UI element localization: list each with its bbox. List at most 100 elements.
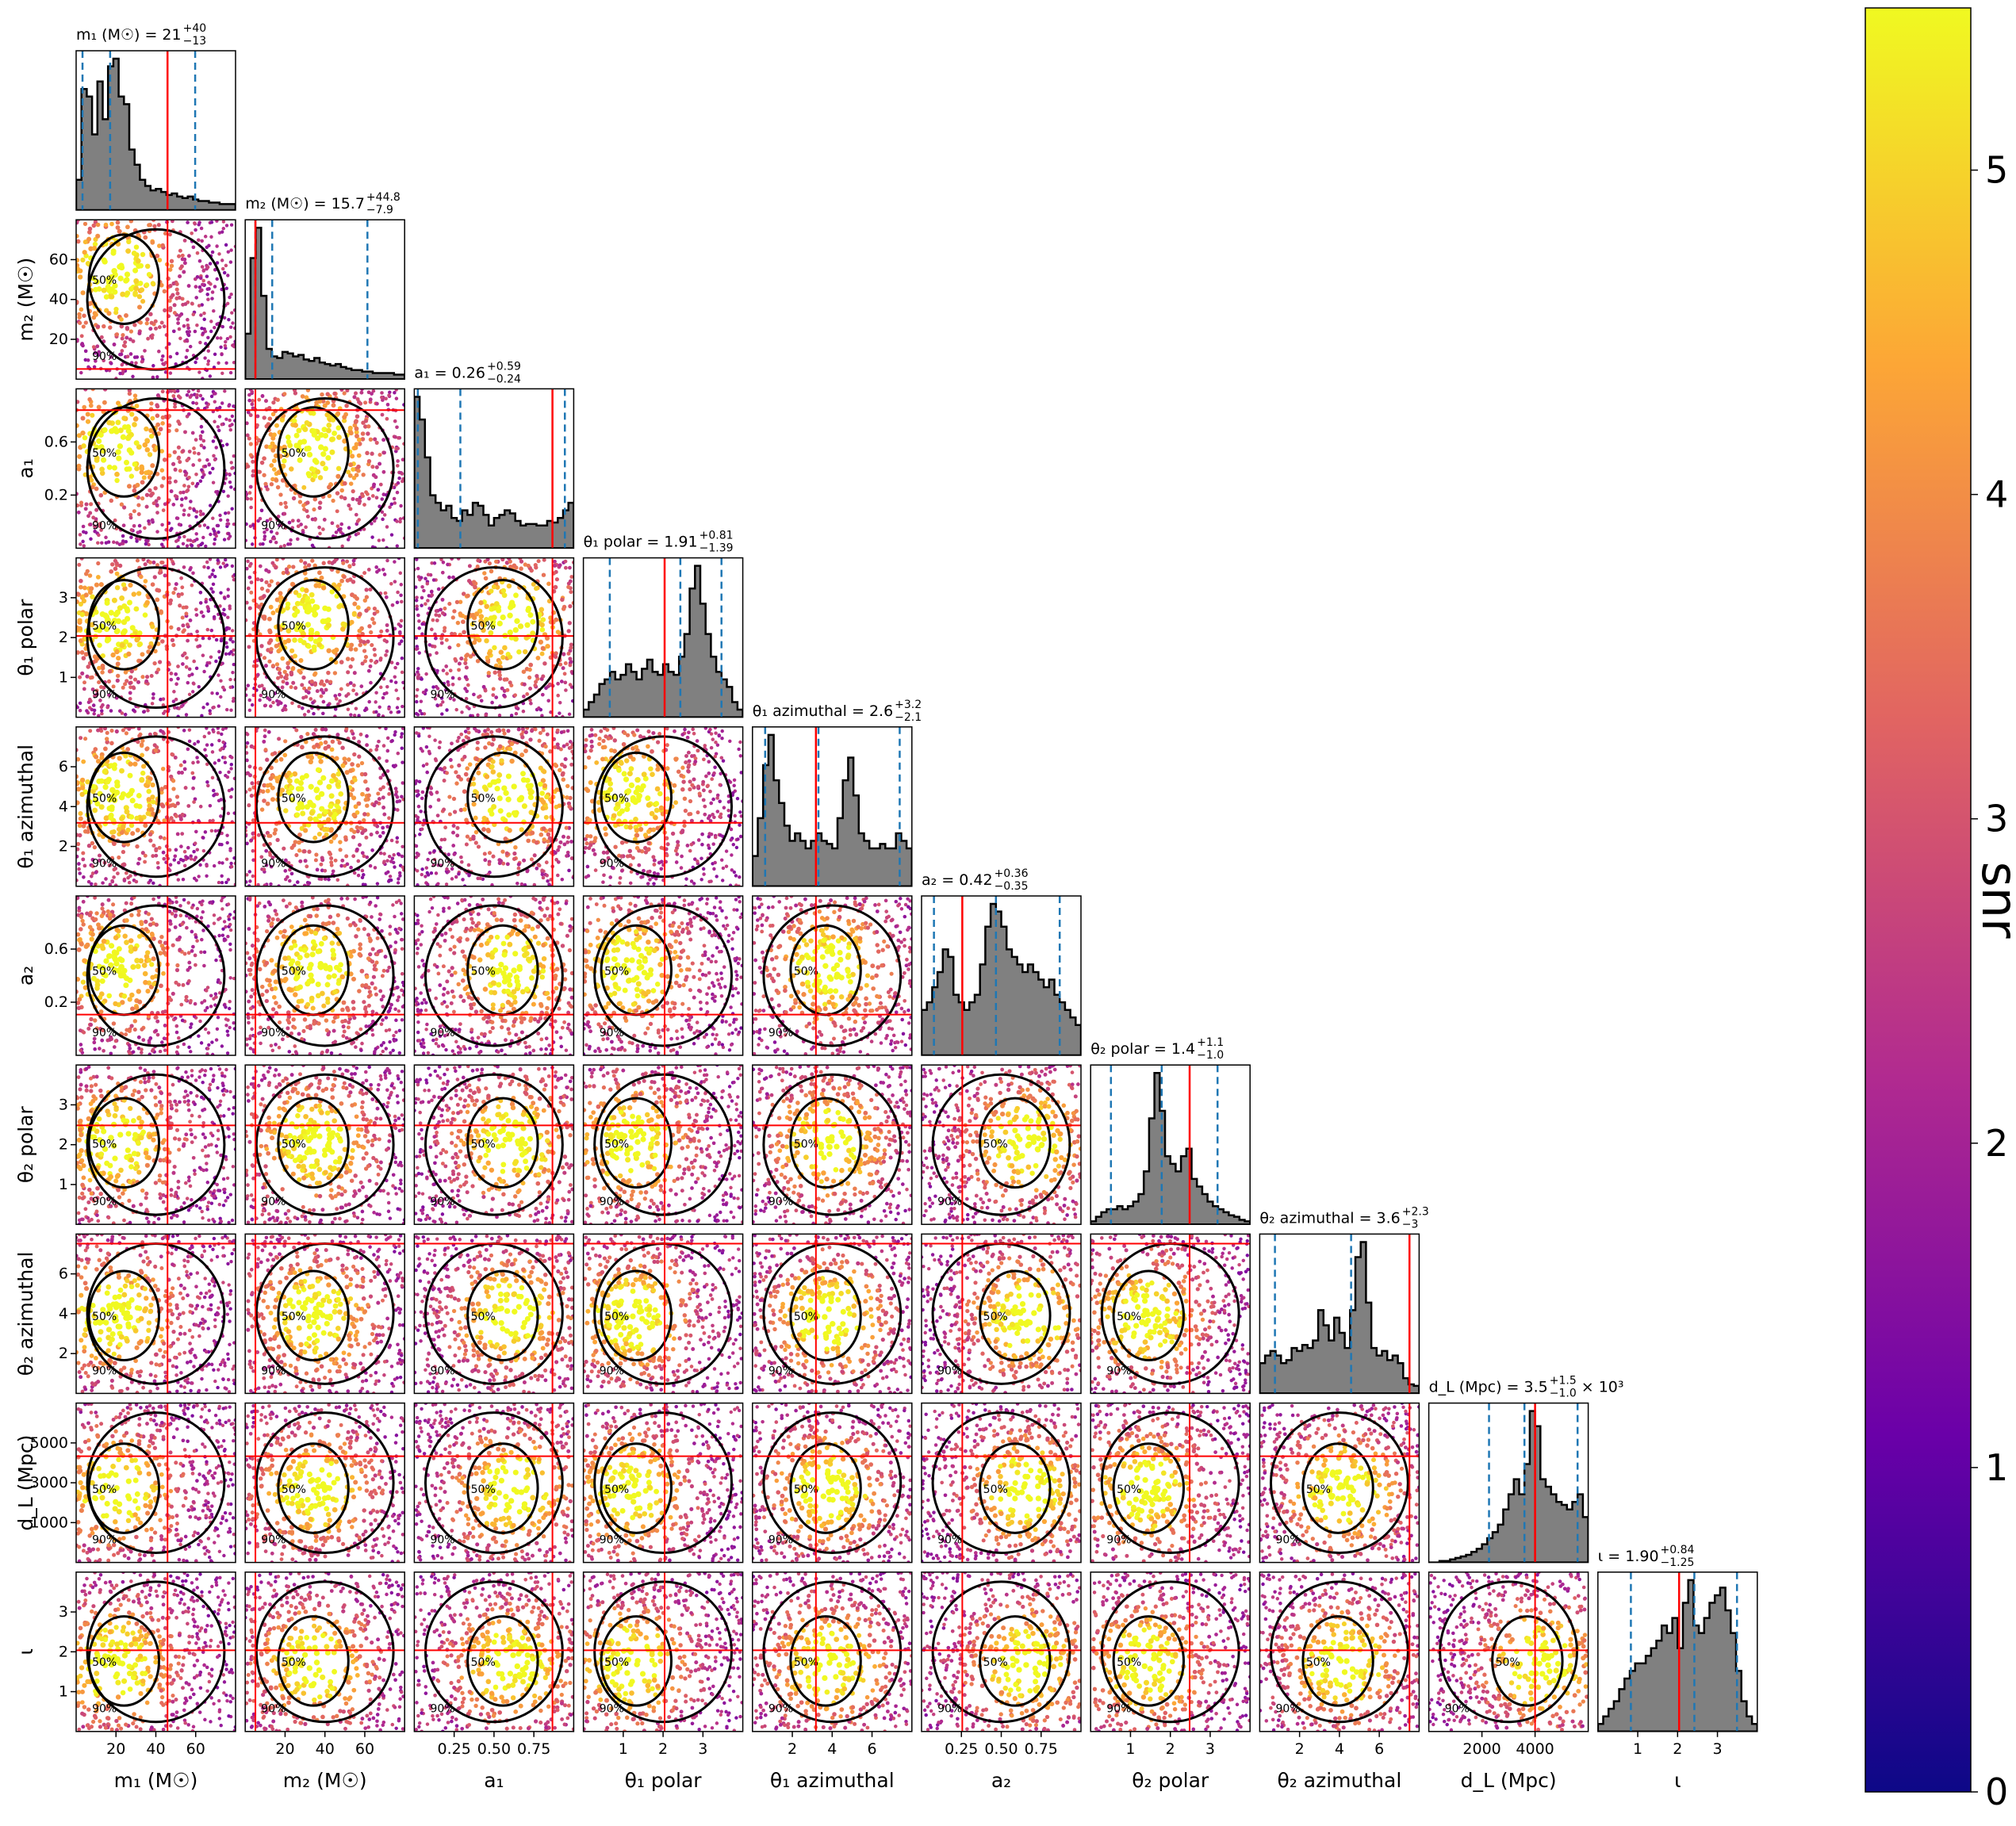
- contour-50-1-6: [277, 1097, 350, 1189]
- contour-50-4-7: [789, 1269, 862, 1361]
- y-tick-label: 5000: [30, 1434, 68, 1452]
- contour-label-90: 90%: [92, 1027, 117, 1039]
- x-axis-label-8: d_L (Mpc): [1461, 1769, 1557, 1792]
- contour-50-2-8: [466, 1442, 539, 1534]
- contour-label-90: 90%: [1106, 1703, 1131, 1716]
- scatter-panel-1-9: 50% 90% 20 40 60 m₂ (M☉): [244, 1571, 405, 1792]
- hist-title-8: d_L (Mpc) = 3.5 +1.5−1.0 × 10³: [1429, 1375, 1624, 1400]
- contour-label-50: 50%: [604, 966, 629, 978]
- contour-label-90: 90%: [431, 858, 455, 871]
- scatter-points-3-6: [583, 1065, 743, 1225]
- scatter-points-2-8: [414, 1403, 574, 1563]
- contour-90-0-8: [86, 1411, 226, 1555]
- contour-90-2-4: [424, 735, 564, 879]
- scatter-points-3-7: [583, 1234, 743, 1394]
- x-tick-label: 3: [698, 1740, 707, 1758]
- y-tick-label: 1: [59, 1176, 68, 1193]
- x-tick-label: 60: [355, 1740, 374, 1758]
- contour-90-5-8: [931, 1411, 1071, 1555]
- contour-label-50: 50%: [794, 1656, 818, 1669]
- contour-label-50: 50%: [92, 1656, 117, 1669]
- scatter-points-2-4: [414, 726, 574, 886]
- contour-50-1-2: [277, 406, 350, 498]
- scatter-panel-3-8: 50% 90%: [582, 1402, 744, 1564]
- panel-frame: [752, 1233, 913, 1395]
- x-tick-label: 0.75: [1025, 1740, 1058, 1758]
- svg-text:+44.8: +44.8: [366, 191, 401, 204]
- contour-label-90: 90%: [431, 688, 455, 701]
- contour-50-7-8: [1301, 1442, 1374, 1534]
- scatter-panel-0-3: 50% 90% 1 2 3 θ₁ polar: [14, 557, 236, 718]
- scatter-points-1-2: [245, 389, 405, 549]
- contour-label-90: 90%: [768, 1533, 793, 1546]
- contour-90-2-8: [424, 1411, 564, 1555]
- contour-label-90: 90%: [431, 1533, 455, 1546]
- panel-frame: [752, 1402, 913, 1564]
- x-tick-label: 40: [316, 1740, 335, 1758]
- contour-label-90: 90%: [600, 1027, 624, 1039]
- contour-label-90: 90%: [92, 1533, 117, 1546]
- contour-90-0-6: [86, 1073, 226, 1216]
- scatter-panel-0-1: 50% 90% 20 40 60 m₂ (M☉): [14, 219, 236, 380]
- hist-title-7: θ₂ azimuthal = 3.6 +2.3−3: [1259, 1205, 1428, 1231]
- panel-frame: [244, 726, 405, 887]
- contour-90-3-8: [593, 1411, 734, 1555]
- scatter-panel-8-9: 50% 90% 2000 4000 d_L (Mpc): [1428, 1571, 1589, 1792]
- contour-50-4-8: [789, 1442, 862, 1534]
- scatter-panel-5-9: 50% 90% 0.25 0.50 0.75 a₂: [921, 1571, 1082, 1792]
- contour-90-1-6: [255, 1073, 395, 1216]
- x-tick-label: 4: [827, 1740, 837, 1758]
- scatter-panel-2-4: 50% 90%: [413, 726, 575, 887]
- colorbar: snr 0 1 2 3 4 5: [1865, 7, 2016, 1813]
- colorbar-gradient: [1865, 7, 1972, 1793]
- contour-90-4-8: [762, 1411, 903, 1555]
- y-tick-label: 0.2: [44, 486, 68, 503]
- x-axis-label-7: θ₂ azimuthal: [1278, 1769, 1402, 1792]
- scatter-panel-0-6: 50% 90% 1 2 3 θ₂ polar: [14, 1064, 236, 1225]
- contour-label-50: 50%: [471, 620, 496, 633]
- hist-panel-2: a₁ = 0.26 +0.59−0.24: [413, 360, 575, 549]
- contour-50-3-9: [600, 1615, 673, 1707]
- x-tick-label: 40: [146, 1740, 165, 1758]
- contour-label-90: 90%: [600, 1703, 624, 1716]
- panel-frame: [1090, 1402, 1251, 1564]
- hist-title-3: θ₁ polar = 1.91 +0.81−1.39: [584, 530, 734, 555]
- contour-50-5-7: [979, 1269, 1052, 1361]
- x-tick-label: 2: [1673, 1740, 1682, 1758]
- contour-label-90: 90%: [261, 1533, 286, 1546]
- contour-label-50: 50%: [1496, 1656, 1520, 1669]
- contour-50-2-9: [466, 1615, 539, 1707]
- contour-label-50: 50%: [282, 620, 306, 633]
- y-axis-label-3: θ₁ polar: [14, 599, 37, 676]
- contour-90-0-4: [86, 735, 226, 879]
- scatter-points-0-9: [76, 1571, 236, 1732]
- contour-label-50: 50%: [794, 1138, 818, 1150]
- y-tick-label: 6: [59, 1265, 68, 1283]
- contour-90-5-9: [931, 1580, 1071, 1724]
- x-tick-label: 2: [658, 1740, 668, 1758]
- svg-text:a₁ = 0.26: a₁ = 0.26: [414, 364, 485, 381]
- x-axis-label-2: a₁: [484, 1769, 504, 1792]
- contour-label-90: 90%: [92, 858, 117, 871]
- contour-90-7-8: [1269, 1411, 1409, 1555]
- scatter-panel-1-4: 50% 90%: [244, 726, 405, 887]
- scatter-panel-4-6: 50% 90%: [752, 1064, 913, 1225]
- scatter-panel-1-5: 50% 90%: [244, 895, 405, 1056]
- contour-label-90: 90%: [937, 1533, 962, 1546]
- panel-frame: [582, 895, 744, 1056]
- scatter-panel-4-9: 50% 90% 2 4 6 θ₁ azimuthal: [752, 1571, 913, 1792]
- contour-label-50: 50%: [92, 1311, 117, 1323]
- contour-label-90: 90%: [261, 1027, 286, 1039]
- contour-90-3-6: [593, 1073, 734, 1216]
- contour-label-50: 50%: [604, 1138, 629, 1150]
- panel-frame: [413, 1064, 575, 1225]
- contour-label-50: 50%: [471, 1138, 496, 1150]
- contour-label-50: 50%: [282, 1138, 306, 1150]
- scatter-points-3-9: [583, 1571, 743, 1732]
- colorbar-tick-label: 5: [1985, 149, 2008, 192]
- histogram-8: [1428, 1410, 1589, 1563]
- histogram-7: [1259, 1241, 1420, 1394]
- scatter-points-1-5: [245, 896, 405, 1055]
- panel-frame: [752, 895, 913, 1056]
- hist-title-2: a₁ = 0.26 +0.59−0.24: [414, 360, 521, 385]
